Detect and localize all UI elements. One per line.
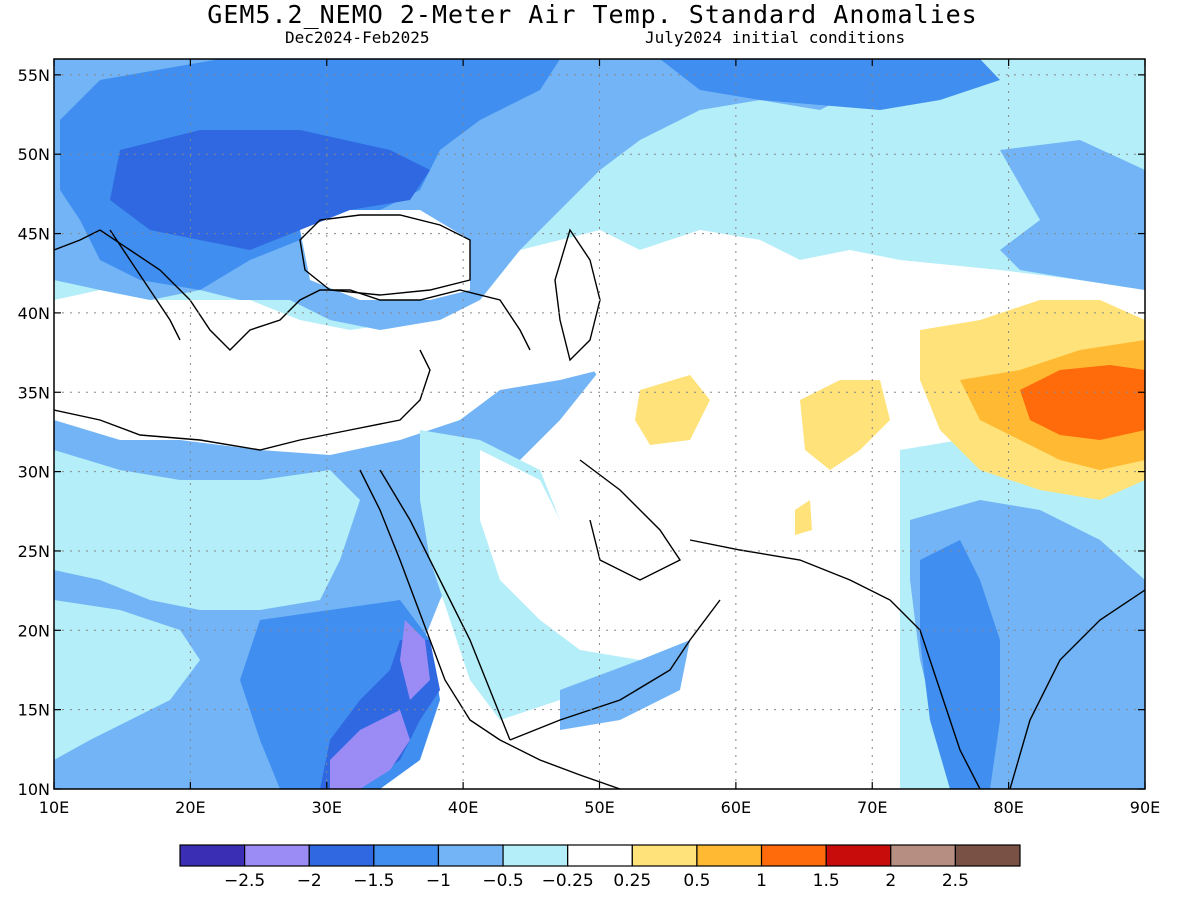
lon-label: 40E bbox=[448, 798, 478, 817]
colorbar-swatch bbox=[760, 844, 827, 867]
lat-label: 50N bbox=[18, 145, 50, 164]
colorbar-label: −0.25 bbox=[542, 871, 594, 891]
coastline-levant-africa bbox=[54, 349, 431, 451]
colorbar-swatch bbox=[437, 844, 504, 867]
axis-ticks bbox=[53, 59, 1146, 790]
lat-label: 55N bbox=[18, 66, 50, 85]
anomaly-band-blue-east-asia bbox=[1000, 140, 1145, 290]
anomaly-neutral-egypt bbox=[54, 360, 410, 450]
colorbar-label: −2.5 bbox=[224, 871, 265, 891]
lon-label: 60E bbox=[721, 798, 751, 817]
map-gridlines bbox=[54, 59, 1145, 789]
anomaly-band-light-sahara bbox=[54, 450, 360, 610]
colorbar-label: −0.5 bbox=[482, 871, 523, 891]
colorbar-swatch bbox=[373, 844, 440, 867]
anomaly-shading bbox=[54, 59, 1145, 789]
colorbar-label: 1.5 bbox=[813, 871, 840, 891]
latitude-labels: 10N 15N 20N 25N 30N 35N 40N 45N 50N 55N bbox=[18, 66, 50, 799]
anomaly-warm-afghanistan bbox=[800, 380, 890, 470]
colorbar-swatch bbox=[696, 844, 763, 867]
anomaly-neutral-arabia bbox=[480, 450, 690, 660]
anomaly-neutral-black-sea bbox=[300, 210, 470, 300]
lon-label: 20E bbox=[175, 798, 205, 817]
lon-label: 80E bbox=[993, 798, 1023, 817]
coastline-red-sea-west bbox=[359, 469, 501, 741]
coastline-bay-of-bengal bbox=[1009, 589, 1145, 789]
lat-label: 35N bbox=[18, 383, 50, 402]
lat-label: 40N bbox=[18, 304, 50, 323]
coastline-horn-of-africa bbox=[499, 739, 621, 789]
anomaly-band-blue-yemen bbox=[560, 640, 690, 730]
colorbar-swatch bbox=[954, 844, 1021, 867]
colorbar-swatch bbox=[308, 844, 375, 867]
forecast-period: Dec2024-Feb2025 bbox=[285, 28, 430, 47]
lat-label: 25N bbox=[18, 542, 50, 561]
anomaly-warm-iran bbox=[635, 375, 710, 445]
colorbar-swatch bbox=[631, 844, 698, 867]
lon-label: 10E bbox=[39, 798, 69, 817]
colorbar-swatch bbox=[244, 844, 310, 867]
anomaly-warm-tibet-max bbox=[1020, 365, 1145, 440]
colorbar-label: 1 bbox=[756, 871, 767, 891]
lat-label: 20N bbox=[18, 621, 50, 640]
lat-label: 15N bbox=[18, 701, 50, 720]
lat-label: 10N bbox=[18, 780, 50, 799]
colorbar-label: 0.25 bbox=[613, 871, 651, 891]
colorbar-swatch bbox=[825, 844, 892, 867]
lon-label: 50E bbox=[584, 798, 614, 817]
lat-label: 45N bbox=[18, 225, 50, 244]
coastlines bbox=[54, 214, 1145, 789]
anomaly-warm-makran bbox=[795, 500, 812, 535]
colorbar-label: −1.5 bbox=[353, 871, 394, 891]
colorbar-swatch bbox=[179, 844, 246, 867]
lon-label: 30E bbox=[312, 798, 342, 817]
colorbar-swatch bbox=[567, 844, 633, 867]
anomaly-neutral-iran-central-asia bbox=[560, 230, 940, 600]
colorbar-label: 2.5 bbox=[942, 871, 969, 891]
colorbar-swatch bbox=[502, 844, 569, 867]
map-title: GEM5.2_NEMO 2-Meter Air Temp. Standard A… bbox=[207, 0, 978, 29]
coastline-med-north bbox=[54, 229, 531, 351]
initial-conditions: July2024 initial conditions bbox=[645, 28, 906, 47]
coastline-india bbox=[889, 599, 981, 789]
lat-label: 30N bbox=[18, 463, 50, 482]
coastline-arabia-south bbox=[509, 599, 721, 741]
anomaly-min-red-sea bbox=[400, 620, 430, 700]
colorbar-label: 2 bbox=[885, 871, 896, 891]
coastline-italy bbox=[109, 229, 181, 341]
coastline-black-sea bbox=[299, 214, 471, 296]
colorbar-label: −2 bbox=[297, 871, 322, 891]
lon-label: 70E bbox=[857, 798, 887, 817]
coastline-iran-pakistan bbox=[689, 539, 891, 601]
colorbar: −2.5 −2 −1.5 −1 −0.5 −0.25 0.25 0.5 1 1.5 2 2.5 bbox=[179, 844, 1021, 891]
anomaly-min-ethiopia bbox=[330, 710, 410, 789]
lon-label: 90E bbox=[1130, 798, 1160, 817]
colorbar-label: −1 bbox=[426, 871, 451, 891]
coastline-persian-gulf bbox=[579, 459, 682, 581]
longitude-labels: 10E 20E 30E 40E 50E 60E 70E 80E 90E bbox=[39, 798, 1160, 817]
anomaly-core-siberia bbox=[660, 59, 1000, 110]
colorbar-label: 0.5 bbox=[683, 871, 710, 891]
colorbar-swatch bbox=[890, 844, 956, 867]
anomaly-core-india bbox=[920, 540, 1000, 789]
coastline-red-sea-east bbox=[379, 469, 511, 741]
anomaly-band-light-sahel bbox=[54, 600, 200, 760]
coastline-caspian bbox=[554, 228, 601, 362]
